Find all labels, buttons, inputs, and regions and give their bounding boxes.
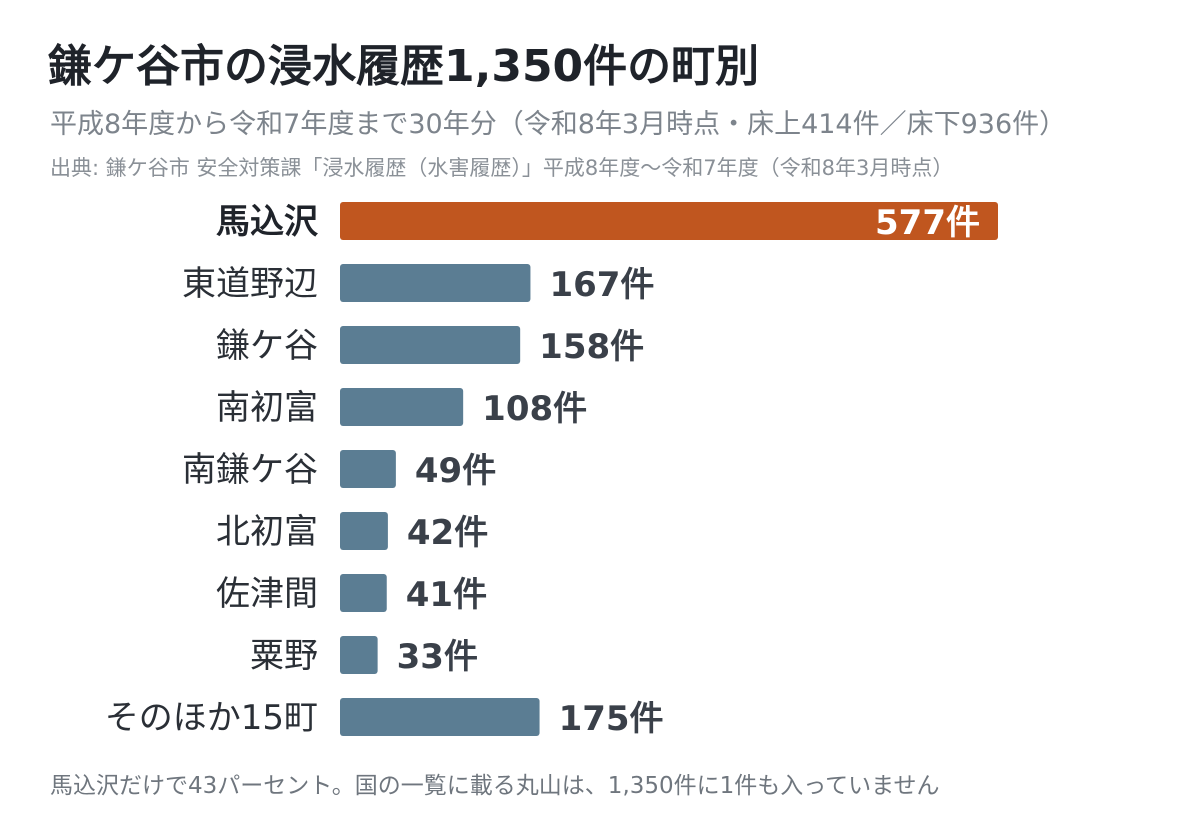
bar [340,450,396,488]
value-label: 49件 [415,451,496,491]
category-label: そのほか15町 [105,698,318,738]
value-label: 41件 [406,575,487,615]
bar [340,202,998,240]
bar [340,264,531,302]
bar [340,698,540,736]
value-label: 42件 [407,513,488,553]
value-label: 175件 [559,699,664,739]
value-label: 33件 [397,637,478,677]
chart-footnote: 馬込沢だけで43パーセント。国の一覧に載る丸山は、1,350件に1件も入っていま… [50,773,940,799]
category-label: 北初富 [216,512,318,552]
bar [340,326,521,364]
category-label: 鎌ケ谷 [216,326,318,366]
value-label: 167件 [549,265,654,305]
value-label: 108件 [482,389,587,429]
chart-title: 鎌ケ谷市の浸水履歴1,350件の町別 [48,41,760,92]
bar [340,574,387,612]
category-label: 南初富 [216,388,318,428]
category-label: 粟野 [250,636,318,676]
category-label: 佐津間 [216,574,318,614]
bar [340,512,388,550]
chart-source: 出典: 鎌ケ谷市 安全対策課「浸水履歴（水害履歴）」平成8年度〜令和7年度（令和… [50,156,954,180]
bar [340,388,464,426]
chart-subtitle: 平成8年度から令和7年度まで30年分（令和8年3月時点・床上414件／床下936… [50,109,1067,140]
category-label: 南鎌ケ谷 [182,450,318,490]
bar [340,636,378,674]
category-label: 東道野辺 [182,264,318,304]
value-label: 577件 [875,203,980,243]
value-label: 158件 [539,327,644,367]
category-label: 馬込沢 [216,202,319,242]
